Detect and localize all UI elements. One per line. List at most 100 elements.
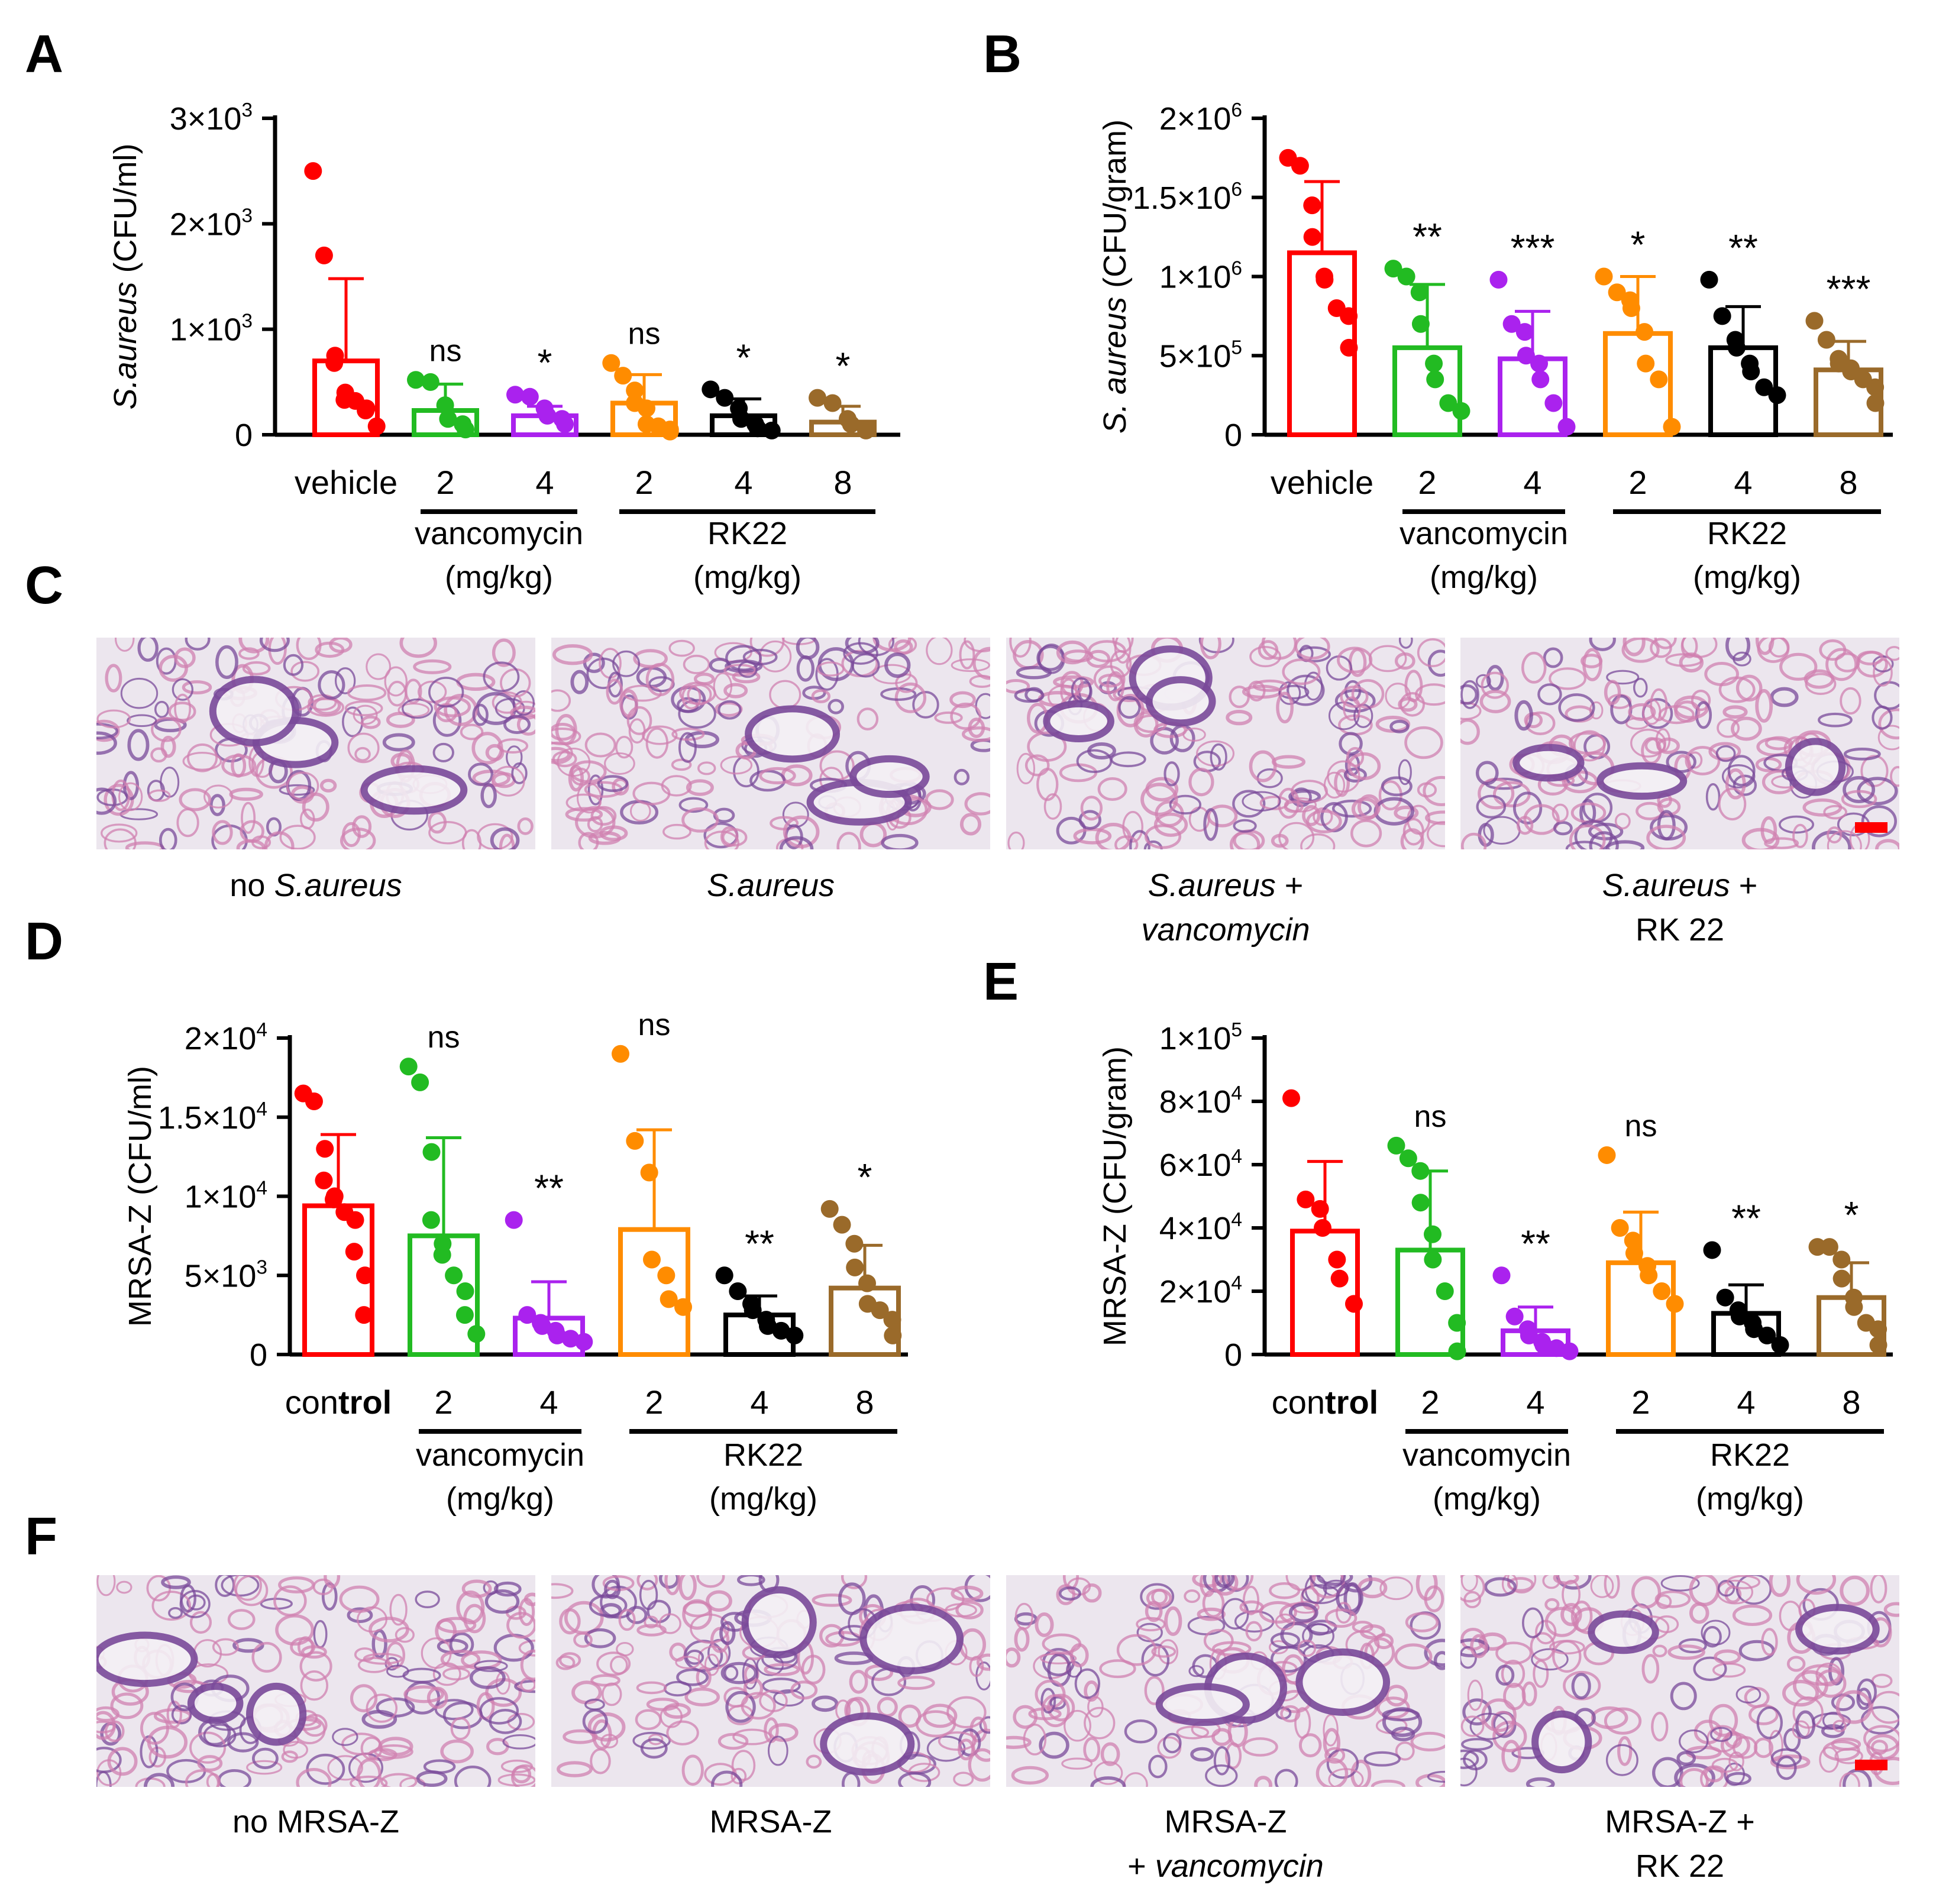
- alveolus: [417, 680, 447, 703]
- alveolus: [1040, 1688, 1056, 1714]
- alveolus: [961, 726, 990, 742]
- caption-text: MRSA-Z: [1165, 1804, 1287, 1840]
- bar-group: control: [1272, 1089, 1378, 1421]
- x-tick-label: 2: [1421, 1383, 1439, 1421]
- alveolus: [898, 1704, 922, 1728]
- data-point: [1436, 1282, 1454, 1300]
- alveolus: [1064, 1709, 1091, 1742]
- alveolus: [731, 1750, 756, 1782]
- alveolus: [1153, 812, 1188, 837]
- alveolus: [645, 662, 675, 697]
- alveolus: [1317, 1575, 1353, 1586]
- alveolus: [858, 638, 895, 657]
- alveolus: [1188, 767, 1214, 797]
- alveolus: [1495, 1641, 1533, 1665]
- alveolus: [1501, 1740, 1521, 1773]
- alveolus: [664, 1575, 681, 1595]
- alveolus: [1778, 815, 1815, 834]
- alveolus: [1114, 835, 1139, 849]
- alveolus: [440, 1650, 481, 1669]
- alveolus: [596, 1651, 631, 1676]
- histology-caption: S.aureus +: [1602, 868, 1758, 903]
- alveolus: [618, 1608, 636, 1631]
- alveolus: [1460, 1715, 1485, 1737]
- alveolus: [378, 1737, 413, 1757]
- alveolus: [675, 1656, 700, 1669]
- alveolus: [444, 693, 478, 726]
- alveolus: [1300, 1586, 1320, 1610]
- y-tick-label: 1.5×106: [1133, 179, 1242, 216]
- x-tick-label: 2: [434, 1383, 453, 1421]
- data-point: [1866, 378, 1885, 396]
- alveolus: [1463, 1749, 1488, 1771]
- alveolus: [516, 713, 535, 736]
- alveolus: [1755, 688, 1773, 723]
- significance-label: *: [736, 336, 751, 379]
- alveolus: [704, 830, 740, 849]
- y-tick-label: 2×104: [185, 1019, 267, 1056]
- alveolus: [640, 1738, 668, 1759]
- alveolus: [1890, 766, 1899, 787]
- alveolus: [506, 1611, 535, 1639]
- x-tick-label: 4: [1737, 1383, 1755, 1421]
- data-point: [716, 389, 734, 407]
- alveolus: [1705, 783, 1721, 811]
- data-point: [1663, 418, 1681, 436]
- x-tick-label-bold: trol: [1325, 1383, 1378, 1421]
- alveolus: [127, 729, 150, 761]
- alveolus: [137, 638, 159, 662]
- alveolus: [251, 1641, 282, 1673]
- alveolus: [1417, 782, 1437, 798]
- data-point: [1297, 1190, 1315, 1208]
- data-point: [1291, 157, 1309, 175]
- alveolus: [686, 779, 714, 796]
- alveolus: [168, 1607, 183, 1619]
- alveolus: [668, 639, 695, 657]
- alveolus: [1674, 700, 1701, 723]
- alveolus: [235, 1575, 269, 1606]
- alveolus: [1423, 775, 1445, 806]
- alveolus: [946, 1696, 987, 1729]
- data-point: [1448, 1342, 1466, 1360]
- data-point: [548, 1326, 566, 1344]
- bar: [618, 1227, 690, 1357]
- alveolus: [1347, 752, 1381, 780]
- alveolus: [1710, 1727, 1733, 1743]
- x-tick-label: vehicle: [295, 464, 397, 501]
- y-tick-base: 1×10: [170, 312, 242, 348]
- alveolus: [1323, 1714, 1339, 1747]
- data-point: [467, 1325, 486, 1343]
- alveolus: [413, 659, 452, 674]
- alveolus: [361, 1709, 397, 1729]
- alveolus: [816, 661, 845, 677]
- airway: [245, 1682, 307, 1746]
- alveolus: [953, 1772, 974, 1787]
- alveolus: [1481, 671, 1509, 699]
- alveolus: [912, 691, 939, 719]
- alveolus: [1036, 768, 1059, 801]
- y-tick-base: 0: [1224, 418, 1242, 453]
- alveolus: [483, 661, 520, 693]
- alveolus: [1379, 1576, 1413, 1601]
- alveolus: [1275, 1613, 1295, 1631]
- alveolus: [423, 1759, 456, 1774]
- alveolus: [1035, 1612, 1054, 1637]
- bar-group: *** 4: [1489, 227, 1576, 501]
- alveolus: [597, 775, 629, 793]
- bracket-label: (mg/kg): [445, 560, 553, 595]
- alveolus: [1395, 1741, 1415, 1761]
- alveolus: [642, 725, 678, 745]
- significance-label: ns: [628, 317, 661, 351]
- alveolus: [1870, 1575, 1887, 1604]
- significance-label: *: [538, 341, 552, 384]
- alveolus: [1259, 1601, 1297, 1624]
- alveolus: [1129, 830, 1150, 849]
- significance-label: **: [534, 1167, 564, 1210]
- y-tick-exponent: 4: [1231, 1082, 1242, 1104]
- alveolus: [972, 646, 990, 680]
- significance-label: *: [1631, 224, 1646, 266]
- alveolus: [1460, 1749, 1479, 1769]
- data-point: [762, 421, 781, 439]
- data-point: [422, 1143, 441, 1161]
- alveolus: [342, 822, 361, 848]
